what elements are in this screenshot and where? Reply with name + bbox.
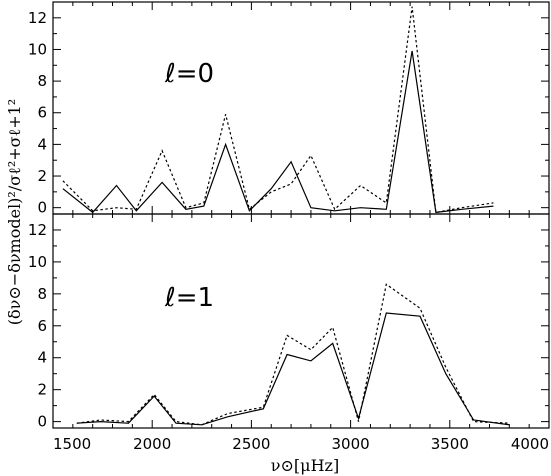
y-tick-label: 6 <box>37 104 47 122</box>
x-tick-label: 4000 <box>511 435 549 453</box>
y-tick-label: 4 <box>37 135 47 153</box>
y-tick-label: 10 <box>28 40 47 58</box>
y-tick-label: 12 <box>28 9 47 27</box>
x-tick-label: 2000 <box>133 435 171 453</box>
x-tick-label: 2500 <box>232 435 270 453</box>
panel-2: 0 2 4 6 8 10 12 ℓ=1 <box>28 213 550 431</box>
panel-label: ℓ=1 <box>164 283 214 313</box>
y-tick-label: 8 <box>37 285 47 303</box>
plot-frame <box>52 1 550 215</box>
x-tick-label: 3000 <box>332 435 370 453</box>
panel-1: 0 2 4 6 8 10 12 ℓ=0 <box>28 1 550 217</box>
x-tick-label: 3500 <box>431 435 469 453</box>
y-tick-label: 4 <box>37 349 47 367</box>
x-axis: 1500 2000 2500 3000 3500 4000 <box>53 435 549 453</box>
panels: 0 2 4 6 8 10 12 ℓ=0 0 2 4 6 8 10 12 ℓ=1 <box>28 1 550 431</box>
y-tick-label: 10 <box>28 253 47 271</box>
series-line-solid <box>62 50 494 214</box>
y-tick-label: 8 <box>37 72 47 90</box>
y-tick-label: 2 <box>37 381 47 399</box>
y-tick-label: 0 <box>37 199 47 217</box>
series-line-dotted <box>76 283 510 426</box>
y-axis-label: (δν⊙−δνmodel)²/σℓ²+σℓ+1² <box>5 99 24 325</box>
series-line-solid <box>76 312 510 426</box>
x-tick-label: 1500 <box>53 435 91 453</box>
y-tick-label: 12 <box>28 221 47 239</box>
y-tick-label: 0 <box>37 413 47 431</box>
y-tick-label: 2 <box>37 167 47 185</box>
series-line-dotted <box>62 6 494 214</box>
y-tick-label: 6 <box>37 317 47 335</box>
panel-label: ℓ=0 <box>164 59 214 89</box>
plot-frame <box>52 213 550 429</box>
x-axis-label: ν⊙[μHz] <box>271 456 339 475</box>
